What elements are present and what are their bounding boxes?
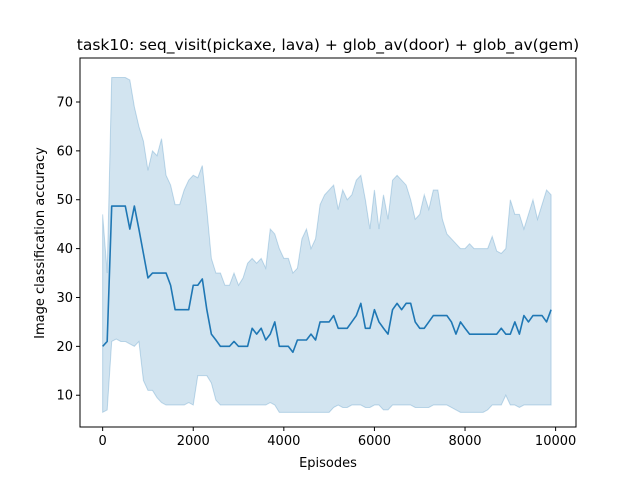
x-axis: 0 2000 4000 6000 8000 10000 <box>99 427 576 449</box>
series-line-0 <box>102 205 552 354</box>
x-tick-label: 2000 <box>177 434 210 449</box>
y-tick-label: 70 <box>56 95 73 110</box>
y-axis-label: Image classification accuracy <box>33 147 48 339</box>
x-tick-label: 10000 <box>535 434 576 449</box>
y-tick-label: 50 <box>56 193 73 208</box>
x-axis-label: Episodes <box>299 456 357 471</box>
y-tick-label: 10 <box>56 389 73 404</box>
axes-frame <box>79 57 577 428</box>
y-tick-label: 60 <box>56 144 73 159</box>
chart-title: task10: seq_visit(pickaxe, lava) + glob_… <box>77 36 579 55</box>
x-tick-label: 6000 <box>358 434 391 449</box>
y-tick-label: 30 <box>56 291 73 306</box>
confidence-band <box>102 77 552 414</box>
plot-area <box>102 77 552 414</box>
y-tick-label: 40 <box>56 242 73 257</box>
x-tick-label: 4000 <box>267 434 300 449</box>
x-tick-label: 0 <box>99 434 107 449</box>
y-axis: 10 20 30 40 50 60 70 <box>56 95 80 404</box>
y-tick-label: 20 <box>56 340 73 355</box>
x-tick-label: 8000 <box>448 434 481 449</box>
